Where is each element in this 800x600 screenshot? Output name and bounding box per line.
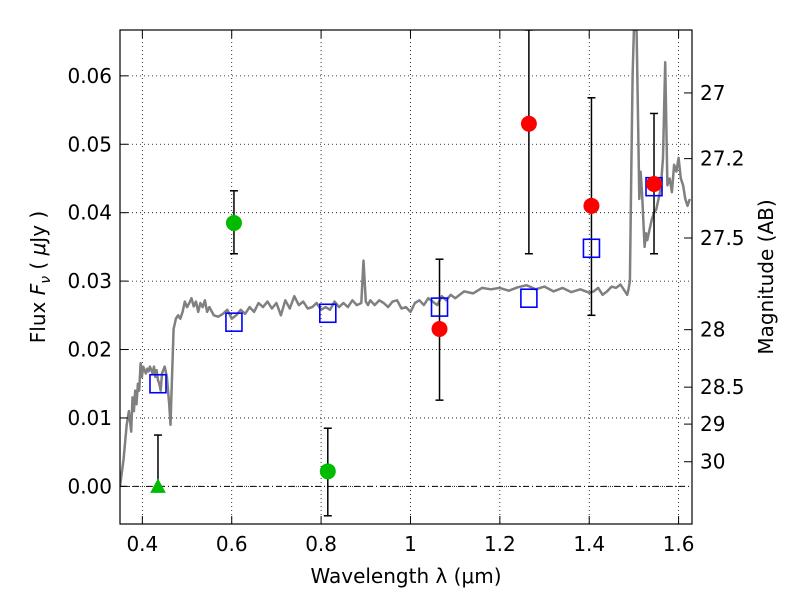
filled-circle-marker [431,321,448,337]
open-square-marker [430,297,449,317]
triangle-marker [150,478,166,493]
filled-circle-marker [225,214,242,231]
tick-labels: 0.4 0.6 0.8 1 1.2 1.4 1.6 0.00 0.01 0.02 0.03 0.04 0… [67,64,744,556]
open-square-marker [582,238,601,259]
y-tick-label: 0.01 [67,406,112,430]
y-axis-title-post: ( [26,255,50,276]
filled-circle-marker [583,197,600,214]
y-tick-label: 0.00 [67,474,112,498]
model-spectrum [120,30,691,487]
model-spectrum-line [120,30,691,487]
y-axis-title-mu: μ [26,243,50,257]
open-square-marker [520,288,538,309]
y-axis-title-symbol: F [26,283,50,295]
y-tick-label: 0.04 [67,201,112,225]
y-axis-title-pre: Flux [26,295,50,343]
axis-ticks [120,30,692,524]
open-square-marker [225,312,243,332]
y-tick-label: 0.02 [67,338,112,362]
right-axis-title: Magnitude (AB) [754,199,778,354]
x-tick-label: 1.6 [663,532,695,556]
filled-circle-marker [646,175,663,192]
x-tick-label: 1.2 [484,532,516,556]
right-tick-label: 29 [700,412,725,436]
filled-circle-marker [520,115,537,132]
x-tick-label: 1 [404,532,417,556]
right-tick-label: 27 [700,81,725,105]
right-tick-label: 30 [700,450,725,474]
x-tick-label: 0.8 [305,532,337,556]
y-axis-title-subscript: ν [38,276,54,284]
plot-background [120,30,692,524]
right-tick-label: 28 [700,318,725,342]
y-axis-title: Flux Fν ( μJy ) [26,211,54,343]
plot-frame [119,29,693,525]
x-tick-label: 0.6 [216,532,248,556]
data-markers [149,115,663,493]
right-tick-label: 27.2 [700,147,745,171]
y-tick-label: 0.06 [67,64,112,88]
x-tick-label: 1.4 [573,532,605,556]
y-axis-title-unit: Jy ) [26,211,50,245]
x-axis-title: Wavelength λ (μm) [310,564,501,588]
open-square-marker [149,373,167,394]
grid [120,30,692,524]
y-tick-label: 0.05 [67,132,112,156]
x-tick-label: 0.4 [126,532,158,556]
right-tick-label: 28.5 [700,375,745,399]
right-tick-label: 27.5 [700,226,745,250]
filled-circle-marker [319,463,336,480]
y-tick-label: 0.03 [67,269,112,293]
open-square-marker [318,303,337,324]
